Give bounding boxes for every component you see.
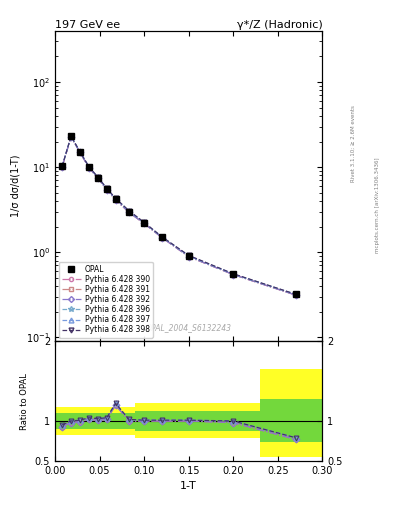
X-axis label: 1-T: 1-T [180, 481, 197, 491]
Legend: OPAL, Pythia 6.428 390, Pythia 6.428 391, Pythia 6.428 392, Pythia 6.428 396, Py: OPAL, Pythia 6.428 390, Pythia 6.428 391… [59, 262, 153, 337]
Bar [55, 407, 135, 435]
Text: 197 GeV ee: 197 GeV ee [55, 20, 120, 30]
Y-axis label: 1/σ dσ/d(1-T): 1/σ dσ/d(1-T) [11, 155, 21, 217]
Text: Rivet 3.1.10; ≥ 2.6M events: Rivet 3.1.10; ≥ 2.6M events [351, 105, 356, 182]
Text: γ*/Z (Hadronic): γ*/Z (Hadronic) [237, 20, 322, 30]
Bar [135, 412, 260, 431]
Bar [260, 399, 322, 442]
Bar [135, 403, 260, 438]
Y-axis label: Ratio to OPAL: Ratio to OPAL [20, 373, 29, 430]
Text: mcplots.cern.ch [arXiv:1306.3436]: mcplots.cern.ch [arXiv:1306.3436] [375, 157, 380, 252]
Bar [55, 413, 135, 429]
Bar [260, 369, 322, 457]
Text: OPAL_2004_S6132243: OPAL_2004_S6132243 [146, 323, 231, 332]
